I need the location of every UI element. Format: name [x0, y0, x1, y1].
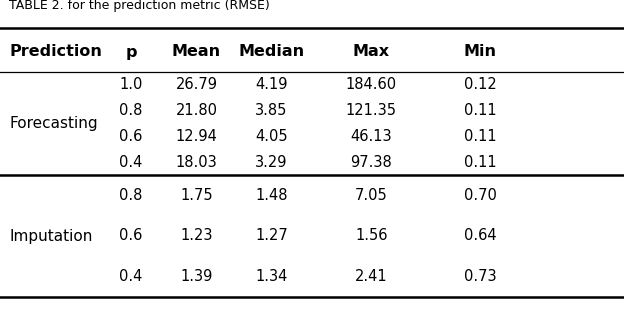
Text: 1.23: 1.23: [180, 228, 213, 243]
Text: 4.05: 4.05: [255, 129, 288, 144]
Text: 1.48: 1.48: [255, 188, 288, 203]
Text: 1.56: 1.56: [355, 228, 388, 243]
Text: 0.8: 0.8: [119, 103, 143, 118]
Text: 97.38: 97.38: [351, 155, 392, 170]
Text: 0.70: 0.70: [464, 188, 497, 203]
Text: 46.13: 46.13: [351, 129, 392, 144]
Text: Imputation: Imputation: [9, 228, 93, 243]
Text: 1.34: 1.34: [255, 269, 288, 284]
Text: 1.27: 1.27: [255, 228, 288, 243]
Text: 0.11: 0.11: [464, 155, 497, 170]
Text: 184.60: 184.60: [346, 78, 397, 92]
Text: 1.39: 1.39: [180, 269, 213, 284]
Text: 0.6: 0.6: [119, 228, 143, 243]
Text: 0.8: 0.8: [119, 188, 143, 203]
Text: 3.85: 3.85: [255, 103, 288, 118]
Text: 0.73: 0.73: [464, 269, 497, 284]
Text: p: p: [125, 45, 137, 60]
Text: 0.11: 0.11: [464, 129, 497, 144]
Text: 7.05: 7.05: [355, 188, 388, 203]
Text: Median: Median: [238, 45, 305, 60]
Text: Min: Min: [464, 45, 497, 60]
Text: Prediction: Prediction: [9, 45, 102, 60]
Text: Max: Max: [353, 45, 390, 60]
Text: 12.94: 12.94: [175, 129, 218, 144]
Text: 0.64: 0.64: [464, 228, 497, 243]
Text: TABLE 2. for the prediction metric (RMSE): TABLE 2. for the prediction metric (RMSE…: [9, 0, 270, 12]
Text: 21.80: 21.80: [175, 103, 218, 118]
Text: 4.19: 4.19: [255, 78, 288, 92]
Text: Mean: Mean: [172, 45, 221, 60]
Text: 121.35: 121.35: [346, 103, 397, 118]
Text: 0.4: 0.4: [119, 155, 143, 170]
Text: 1.0: 1.0: [119, 78, 143, 92]
Text: 1.75: 1.75: [180, 188, 213, 203]
Text: 18.03: 18.03: [176, 155, 217, 170]
Text: 0.11: 0.11: [464, 103, 497, 118]
Text: 3.29: 3.29: [255, 155, 288, 170]
Text: 26.79: 26.79: [175, 78, 218, 92]
Text: Forecasting: Forecasting: [9, 116, 98, 131]
Text: 0.12: 0.12: [464, 78, 497, 92]
Text: 0.6: 0.6: [119, 129, 143, 144]
Text: 0.4: 0.4: [119, 269, 143, 284]
Text: 2.41: 2.41: [355, 269, 388, 284]
